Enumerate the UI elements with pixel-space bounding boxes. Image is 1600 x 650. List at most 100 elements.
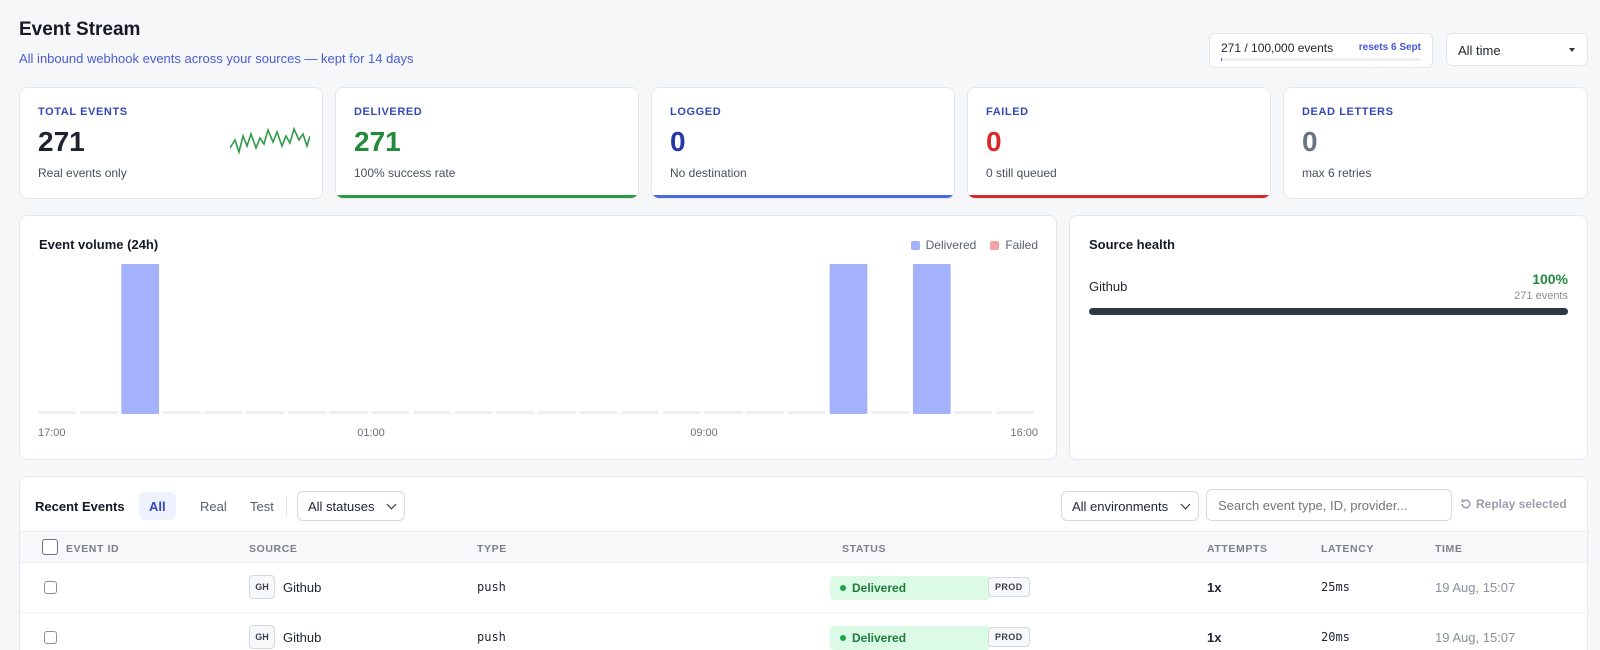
replay-selected-label: Replay selected [1476,497,1567,511]
chart-bar-baseline [163,411,201,414]
chart-bar-delivered[interactable] [913,264,951,414]
stat-value: 0 [986,126,1002,157]
column-attempts[interactable]: ATTEMPTS [1207,543,1268,555]
chart-bar-baseline [496,411,534,414]
stat-card-dead-letters: DEAD LETTERS 0 max 6 retries [1283,87,1588,199]
chart-bar-baseline [246,411,284,414]
panel-title: Source health [1089,237,1175,252]
column-time[interactable]: TIME [1435,543,1463,555]
status-filter-select[interactable]: All statuses [297,491,405,521]
stat-card-delivered: DELIVERED 271 100% success rate [335,87,639,199]
stat-subtext: max 6 retries [1302,166,1372,180]
panel-title: Event volume (24h) [39,237,159,252]
table-row[interactable]: GH Github push Delivered PROD 1x 20ms 19… [20,613,1587,650]
status-dot-icon [840,585,846,591]
chart-bar-baseline [413,411,451,414]
github-source-icon: GH [249,575,275,599]
x-tick-label: 09:00 [690,427,718,439]
stat-value: 271 [38,126,85,157]
chart-bar-baseline [538,411,576,414]
column-event-id[interactable]: EVENT ID [66,543,120,555]
stat-subtext: 0 still queued [986,166,1057,180]
quota-reset: resets 6 Sept [1358,42,1421,53]
chart-bar-delivered[interactable] [121,264,159,414]
stat-label: DEAD LETTERS [1302,106,1394,118]
environment-filter-value: All environments [1072,499,1169,514]
github-source-icon: GH [249,625,275,649]
table-row[interactable]: GH Github push Delivered PROD 1x 25ms 19… [20,563,1587,613]
stat-accent-bar [652,195,954,198]
stat-card-logged: LOGGED 0 No destination [651,87,955,199]
environment-filter-select[interactable]: All environments [1061,491,1199,521]
row-checkbox[interactable] [44,631,57,644]
stat-card-failed: FAILED 0 0 still queued [967,87,1271,199]
row-attempts: 1x [1207,630,1222,645]
row-type: push [477,580,506,594]
source-health-bar [1089,308,1568,315]
stat-accent-bar [336,195,638,198]
source-health-panel: Source health Github 100% 271 events [1069,215,1588,460]
row-checkbox[interactable] [44,581,57,594]
chart-bar-baseline [704,411,743,414]
usage-quota: 271 / 100,000 events resets 6 Sept [1209,33,1433,68]
row-attempts: 1x [1207,580,1222,595]
row-latency: 20ms [1321,630,1350,644]
stat-label: LOGGED [670,106,722,118]
events-table-header: EVENT ID SOURCE TYPE STATUS ATTEMPTS LAT… [20,531,1587,563]
stat-value: 271 [354,126,401,157]
chart-bar-baseline [746,411,784,414]
legend-label: Failed [1005,238,1038,252]
row-latency: 25ms [1321,580,1350,594]
tab-test[interactable]: Test [250,499,274,514]
chart-bar-baseline [288,411,326,414]
recent-events-panel: Recent Events All Real Test All statuses… [19,476,1588,650]
row-time: 19 Aug, 15:07 [1435,630,1516,645]
replay-selected-button[interactable]: Replay selected [1460,497,1567,511]
select-all-checkbox[interactable] [42,539,58,555]
page-subtitle: All inbound webhook events across your s… [19,51,414,66]
environment-badge: PROD [988,627,1030,647]
legend-swatch [910,240,920,250]
time-range-value: All time [1458,43,1501,58]
event-search-input[interactable] [1206,489,1452,521]
legend-item-failed: Failed [990,238,1038,252]
chart-bar-baseline [579,411,618,414]
chart-bar-baseline [663,411,701,414]
chart-bar-baseline [329,411,368,414]
x-tick-label: 17:00 [38,427,66,439]
column-latency[interactable]: LATENCY [1321,543,1375,555]
column-source[interactable]: SOURCE [249,543,298,555]
source-event-count: 271 events [1514,290,1568,302]
stat-label: DELIVERED [354,106,423,118]
status-badge: Delivered [830,576,990,600]
legend-item-delivered: Delivered [910,238,977,252]
tab-real[interactable]: Real [200,499,227,514]
stat-value: 0 [670,126,686,157]
chart-legend: Delivered Failed [910,238,1038,252]
row-time: 19 Aug, 15:07 [1435,580,1516,595]
column-type[interactable]: TYPE [477,543,507,555]
column-status[interactable]: STATUS [842,543,887,555]
stat-subtext: Real events only [38,166,127,180]
status-label: Delivered [852,581,907,595]
x-tick-label: 16:00 [1010,427,1038,439]
tab-all[interactable]: All [139,492,176,520]
chevron-down-icon [1180,499,1191,510]
status-dot-icon [840,635,846,641]
chart-bar-baseline [621,411,659,414]
row-type: push [477,630,506,644]
sparkline-chart [230,126,310,155]
status-badge: Delivered [830,626,990,650]
legend-label: Delivered [925,238,977,252]
time-range-select[interactable]: All time [1446,33,1588,66]
chart-bar-baseline [871,411,909,414]
replay-icon [1461,498,1471,509]
stat-label: FAILED [986,106,1029,118]
row-source: Github [283,630,322,645]
stat-card-total-events: TOTAL EVENTS 271 Real events only [19,87,323,199]
panel-title: Recent Events [35,499,125,514]
stat-accent-bar [968,195,1270,198]
chart-bar-delivered[interactable] [829,264,868,414]
event-volume-panel: Event volume (24h) Delivered Failed 17:0… [19,215,1057,460]
chart-bar-baseline [788,411,826,414]
